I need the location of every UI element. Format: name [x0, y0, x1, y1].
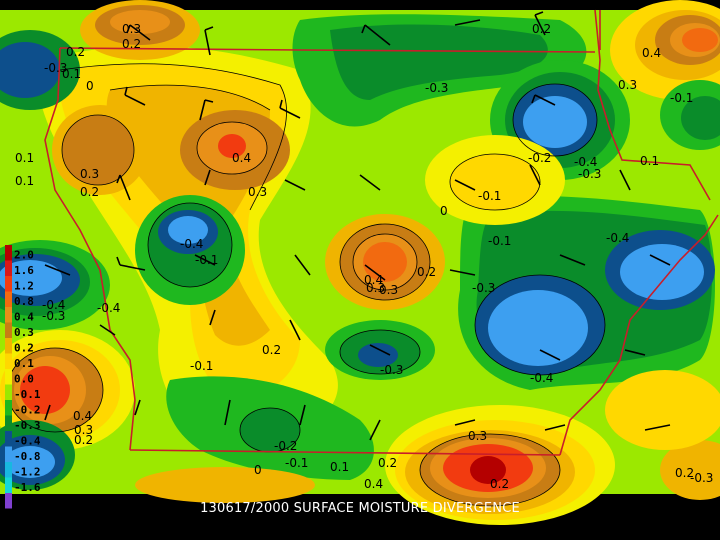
legend-swatch: [5, 462, 12, 478]
contour-label: -0.1: [670, 91, 693, 105]
legend-label: -1.2: [14, 466, 41, 479]
contour-label: 0.2: [417, 265, 436, 279]
legend-swatch: [5, 353, 12, 369]
contour-label: -0.3: [425, 81, 448, 95]
contour-label: -0.4: [530, 371, 553, 385]
legend-label: -0.4: [14, 435, 41, 448]
contour-label: -0.4: [606, 231, 629, 245]
contour-label: 0.3: [366, 281, 385, 295]
legend-swatch: [5, 446, 12, 462]
contour-label: 0.1: [15, 174, 34, 188]
contour-label: -0.4: [180, 237, 203, 251]
contour-labels: 0.3 0.2 0.2 -0.3 0.1 0 0.2 0.4 0.3 -0.3 …: [15, 22, 713, 491]
contour-label: -0.1: [478, 189, 501, 203]
legend-label: 0.2: [14, 342, 34, 355]
contour-label: 0.2: [532, 22, 551, 36]
contour-label: 0.2: [74, 433, 93, 447]
color-legend: 2.0 1.6 1.2 0.8 0.4 0.3 0.2 0.1 0.0 -0.1 -0.2 -0.3 -…: [5, 245, 41, 510]
contour-label: 0.3: [468, 429, 487, 443]
state-borders: [44, 9, 719, 456]
contour-label: -0.4: [574, 155, 597, 169]
legend-swatch: [5, 245, 12, 261]
legend-label: -0.1: [14, 388, 41, 401]
contour-label: 0.2: [378, 456, 397, 470]
legend-swatch: [5, 493, 12, 509]
contour-label: -0.1: [190, 359, 213, 373]
contour-label: 0.3: [80, 167, 99, 181]
legend-swatch: [5, 338, 12, 354]
legend-swatch: [5, 400, 12, 416]
contour-label: 0.2: [80, 185, 99, 199]
legend-label: -2.0: [14, 497, 41, 510]
legend-label: 0.0: [14, 373, 34, 386]
map-title: 130617/2000 SURFACE MOISTURE DIVERGENCE: [200, 501, 520, 516]
legend-swatch: [5, 291, 12, 307]
contour-label: 0.1: [330, 460, 349, 474]
contour-label: -0.4: [97, 301, 120, 315]
legend-label: 0.8: [14, 295, 34, 308]
wind-barbs: [44, 11, 671, 441]
contour-label: 0: [86, 79, 94, 93]
contour-label: -0.1: [285, 456, 308, 470]
contour-label: -0.3: [578, 167, 601, 181]
contour-label: 0.4: [642, 46, 661, 60]
contour-label: -0.3: [690, 471, 713, 485]
legend-label: 0.3: [14, 326, 34, 339]
contour-label: 0: [440, 204, 448, 218]
legend-swatch: [5, 384, 12, 400]
contour-label: 0.2: [490, 477, 509, 491]
contour-label: -0.2: [274, 439, 297, 453]
legend-label: 1.2: [14, 280, 34, 293]
contour-label: 0.3: [74, 423, 93, 437]
legend-label: 2.0: [14, 249, 34, 262]
contour-label: 0.4: [364, 477, 383, 491]
legend-swatch: [5, 276, 12, 292]
contour-label: 0.3: [379, 283, 398, 297]
legend-label: -0.8: [14, 450, 41, 463]
legend-label: 1.6: [14, 264, 34, 277]
contour-label: -0.3: [44, 61, 67, 75]
contour-label: -0.4: [42, 298, 65, 312]
contour-label: -0.1: [488, 234, 511, 248]
contour-label: 0: [254, 463, 262, 477]
contour-label: 0.2: [122, 37, 141, 51]
contour-label: -0.3: [380, 363, 403, 377]
legend-label: 0.1: [14, 357, 34, 370]
contour-label: 0.2: [675, 466, 694, 480]
contour-label: 0.4: [364, 273, 383, 287]
legend-swatch: [5, 322, 12, 338]
contour-label: 0.4: [73, 409, 92, 423]
legend-swatch: [5, 260, 12, 276]
contour-label: 0.1: [640, 154, 659, 168]
contour-label: 0.3: [122, 22, 141, 36]
legend-swatch: [5, 431, 12, 447]
legend-swatch: [5, 369, 12, 385]
contour-label: 0.1: [62, 67, 81, 81]
legend-swatch: [5, 307, 12, 323]
contour-label: 0.1: [15, 151, 34, 165]
legend-label: -1.6: [14, 481, 41, 494]
legend-label: -0.3: [14, 419, 41, 432]
legend-swatch: [5, 415, 12, 431]
contour-label: -0.2: [528, 151, 551, 165]
contour-label: 0.3: [618, 78, 637, 92]
legend-label: 0.4: [14, 311, 34, 324]
contour-label: 0.2: [262, 343, 281, 357]
contour-label: 0.2: [66, 45, 85, 59]
contour-label: -0.3: [42, 309, 65, 323]
contour-label: -0.1: [195, 253, 218, 267]
legend-swatch: [5, 477, 12, 493]
contour-label: 0.3: [248, 185, 267, 199]
contour-fill-layer: [0, 0, 720, 525]
contour-label: -0.3: [472, 281, 495, 295]
contour-label: 0.4: [232, 151, 251, 165]
legend-label: -0.2: [14, 404, 41, 417]
